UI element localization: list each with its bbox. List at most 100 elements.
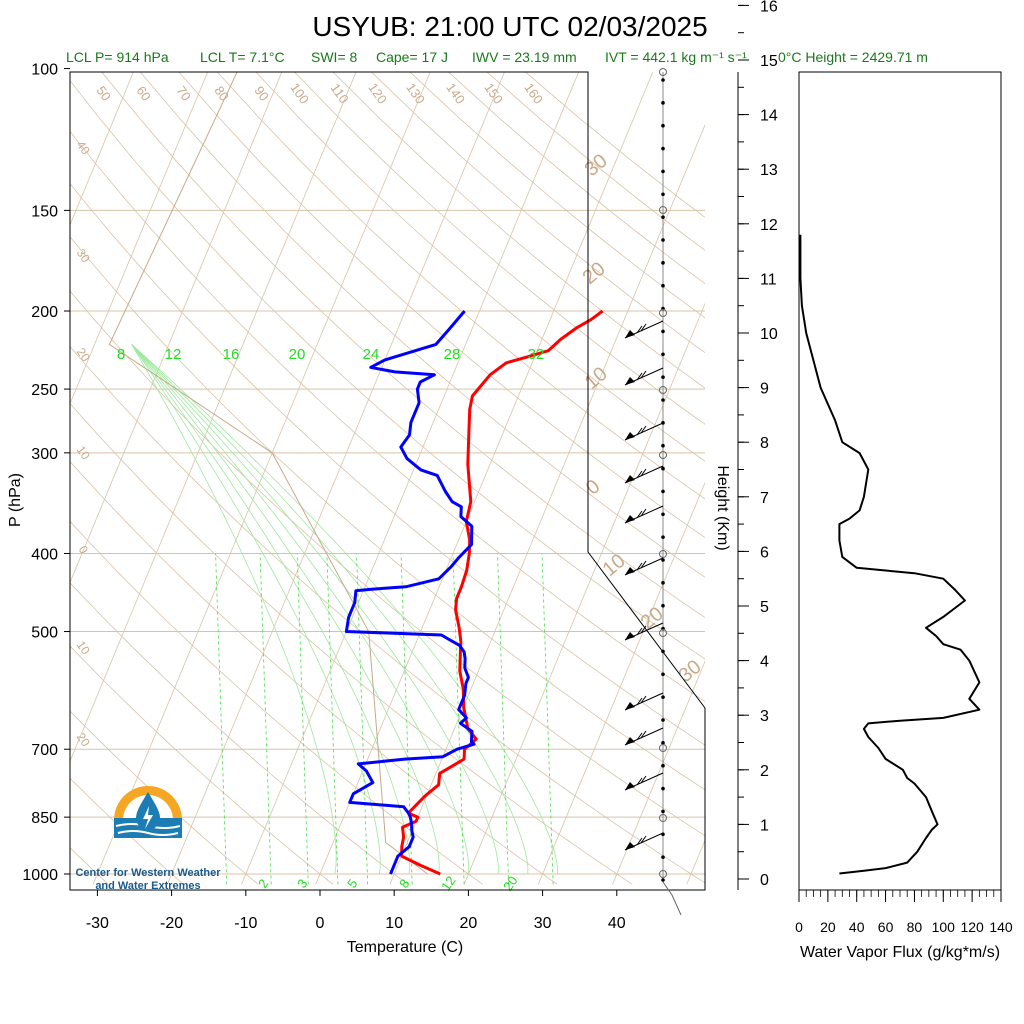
wind-level-dot — [661, 489, 665, 494]
iwv: IWV = 23.19 mm — [472, 49, 577, 65]
wind-level-dot — [661, 786, 665, 791]
flux-tick-label: 100 — [932, 919, 956, 935]
wind-level-dot — [661, 398, 665, 402]
logo-line1: Center for Western Weather — [75, 867, 221, 879]
dry-adiabat — [370, 72, 705, 354]
isotherm — [70, 72, 357, 763]
dry-adiabat — [70, 79, 705, 660]
isotherm — [166, 72, 505, 885]
barb-100 — [624, 320, 664, 339]
isotherm — [612, 660, 705, 885]
wind-level-dot — [661, 878, 665, 882]
wind-level-dot — [661, 283, 665, 288]
dry-adiabat — [216, 72, 705, 500]
barb-pennant — [625, 737, 635, 745]
wind-level-circle — [659, 386, 667, 394]
barb-pennant — [625, 567, 635, 575]
temperature-line — [400, 309, 604, 876]
logo-line2: and Water Extremes — [95, 880, 200, 892]
barb-feather — [640, 835, 647, 844]
barb-feather — [640, 508, 647, 517]
mixing-ratio-line — [215, 553, 228, 885]
dry-adiabat — [332, 72, 705, 389]
x-tick-label: -20 — [160, 915, 183, 932]
barb-feather — [636, 372, 643, 381]
wind-level-dot — [661, 352, 665, 357]
dry-adiabat — [447, 72, 705, 285]
subtitle: LCL P= 914 hPa LCL T= 7.1°C SWI= 8 Cape=… — [66, 49, 928, 65]
height-tick-label: 9 — [760, 381, 769, 398]
isotherm-label: 10 — [599, 550, 630, 581]
flux-tick-label: 40 — [849, 919, 865, 935]
y-tick-label: 200 — [31, 304, 58, 321]
dry-adiabat — [70, 710, 259, 885]
height-tick-label: 15 — [760, 53, 778, 70]
y-tick-label: 850 — [31, 810, 58, 827]
dry-adiabat-label: 10 — [74, 443, 93, 462]
isotherm-label: 20 — [579, 258, 610, 289]
isotherm — [389, 124, 705, 885]
isotherm — [70, 72, 283, 584]
chart-title: USYUB: 21:00 UTC 02/03/2025 — [312, 11, 707, 42]
wind-level-dot — [661, 169, 665, 174]
wind-level-circle — [659, 550, 667, 558]
barb-150 — [624, 367, 664, 386]
moist-adiabat — [131, 344, 470, 875]
y-tick-label: 250 — [31, 382, 58, 399]
dry-adiabat-label: 80 — [211, 83, 232, 103]
height-tick-label: 12 — [760, 217, 778, 234]
height-tick-label: 5 — [760, 599, 769, 616]
dry-adiabat-label: 40 — [74, 138, 93, 157]
barb-feather — [636, 562, 643, 571]
dry-adiabat — [70, 777, 184, 885]
wind-level-dot — [661, 741, 665, 745]
isotherm — [315, 72, 654, 885]
mixing-ratio-line — [326, 553, 339, 885]
barb-feather — [640, 370, 647, 379]
barb-feather — [636, 627, 643, 636]
x-tick-label: 10 — [385, 915, 403, 932]
skewt-background — [0, 51, 705, 885]
wind-tail — [662, 881, 682, 916]
dry-adiabat — [139, 72, 705, 578]
dry-adiabat — [70, 236, 705, 791]
moist-adiabat-label: 16 — [223, 346, 240, 363]
dry-adiabat-label: 160 — [521, 80, 546, 106]
x-tick-label: 0 — [316, 915, 325, 932]
moist-adiabat-label: 20 — [289, 346, 306, 363]
flux-tick-label: 80 — [907, 919, 923, 935]
wind-level-dot — [661, 809, 665, 814]
dry-adiabat — [486, 72, 705, 251]
barb-pennant — [625, 702, 635, 710]
wind-level-circle — [659, 744, 667, 752]
barb-feather — [636, 697, 643, 706]
dry-adiabat — [70, 582, 408, 885]
wind-barb-column — [624, 68, 682, 916]
skewt-background-labels: 50 60 70 80 90 100 110 120 130 140 150 160403020100… — [74, 80, 706, 893]
wind-level-circle — [659, 309, 667, 317]
flux-line — [799, 234, 981, 875]
flux-tick-label: 20 — [820, 919, 836, 935]
isotherm — [0, 51, 68, 885]
flux-tick-label: 60 — [878, 919, 894, 935]
dry-adiabat-label: 20 — [74, 730, 93, 749]
barb-feather — [640, 323, 647, 332]
dry-adiabat — [70, 290, 705, 837]
barb-200 — [624, 422, 664, 441]
dry-adiabat-label: 50 — [93, 83, 114, 103]
barb-feather — [640, 560, 647, 569]
wind-level-circle — [659, 68, 667, 76]
dry-adiabat-label: 140 — [443, 80, 468, 106]
y-tick-label: 700 — [31, 742, 58, 759]
flux-tick-label: 0 — [795, 919, 803, 935]
swi: SWI= 8 — [311, 49, 358, 65]
barb-1000 — [624, 772, 664, 791]
wind-level-dot — [661, 695, 665, 699]
barb-pennant — [625, 330, 635, 338]
lcl-temperature: LCL T= 7.1°C — [200, 49, 285, 65]
height-tick-label: 2 — [760, 763, 769, 780]
wind-level-dot — [661, 649, 665, 654]
barb-feather — [640, 730, 647, 739]
barb-feather — [636, 325, 643, 334]
isotherm — [70, 72, 134, 226]
